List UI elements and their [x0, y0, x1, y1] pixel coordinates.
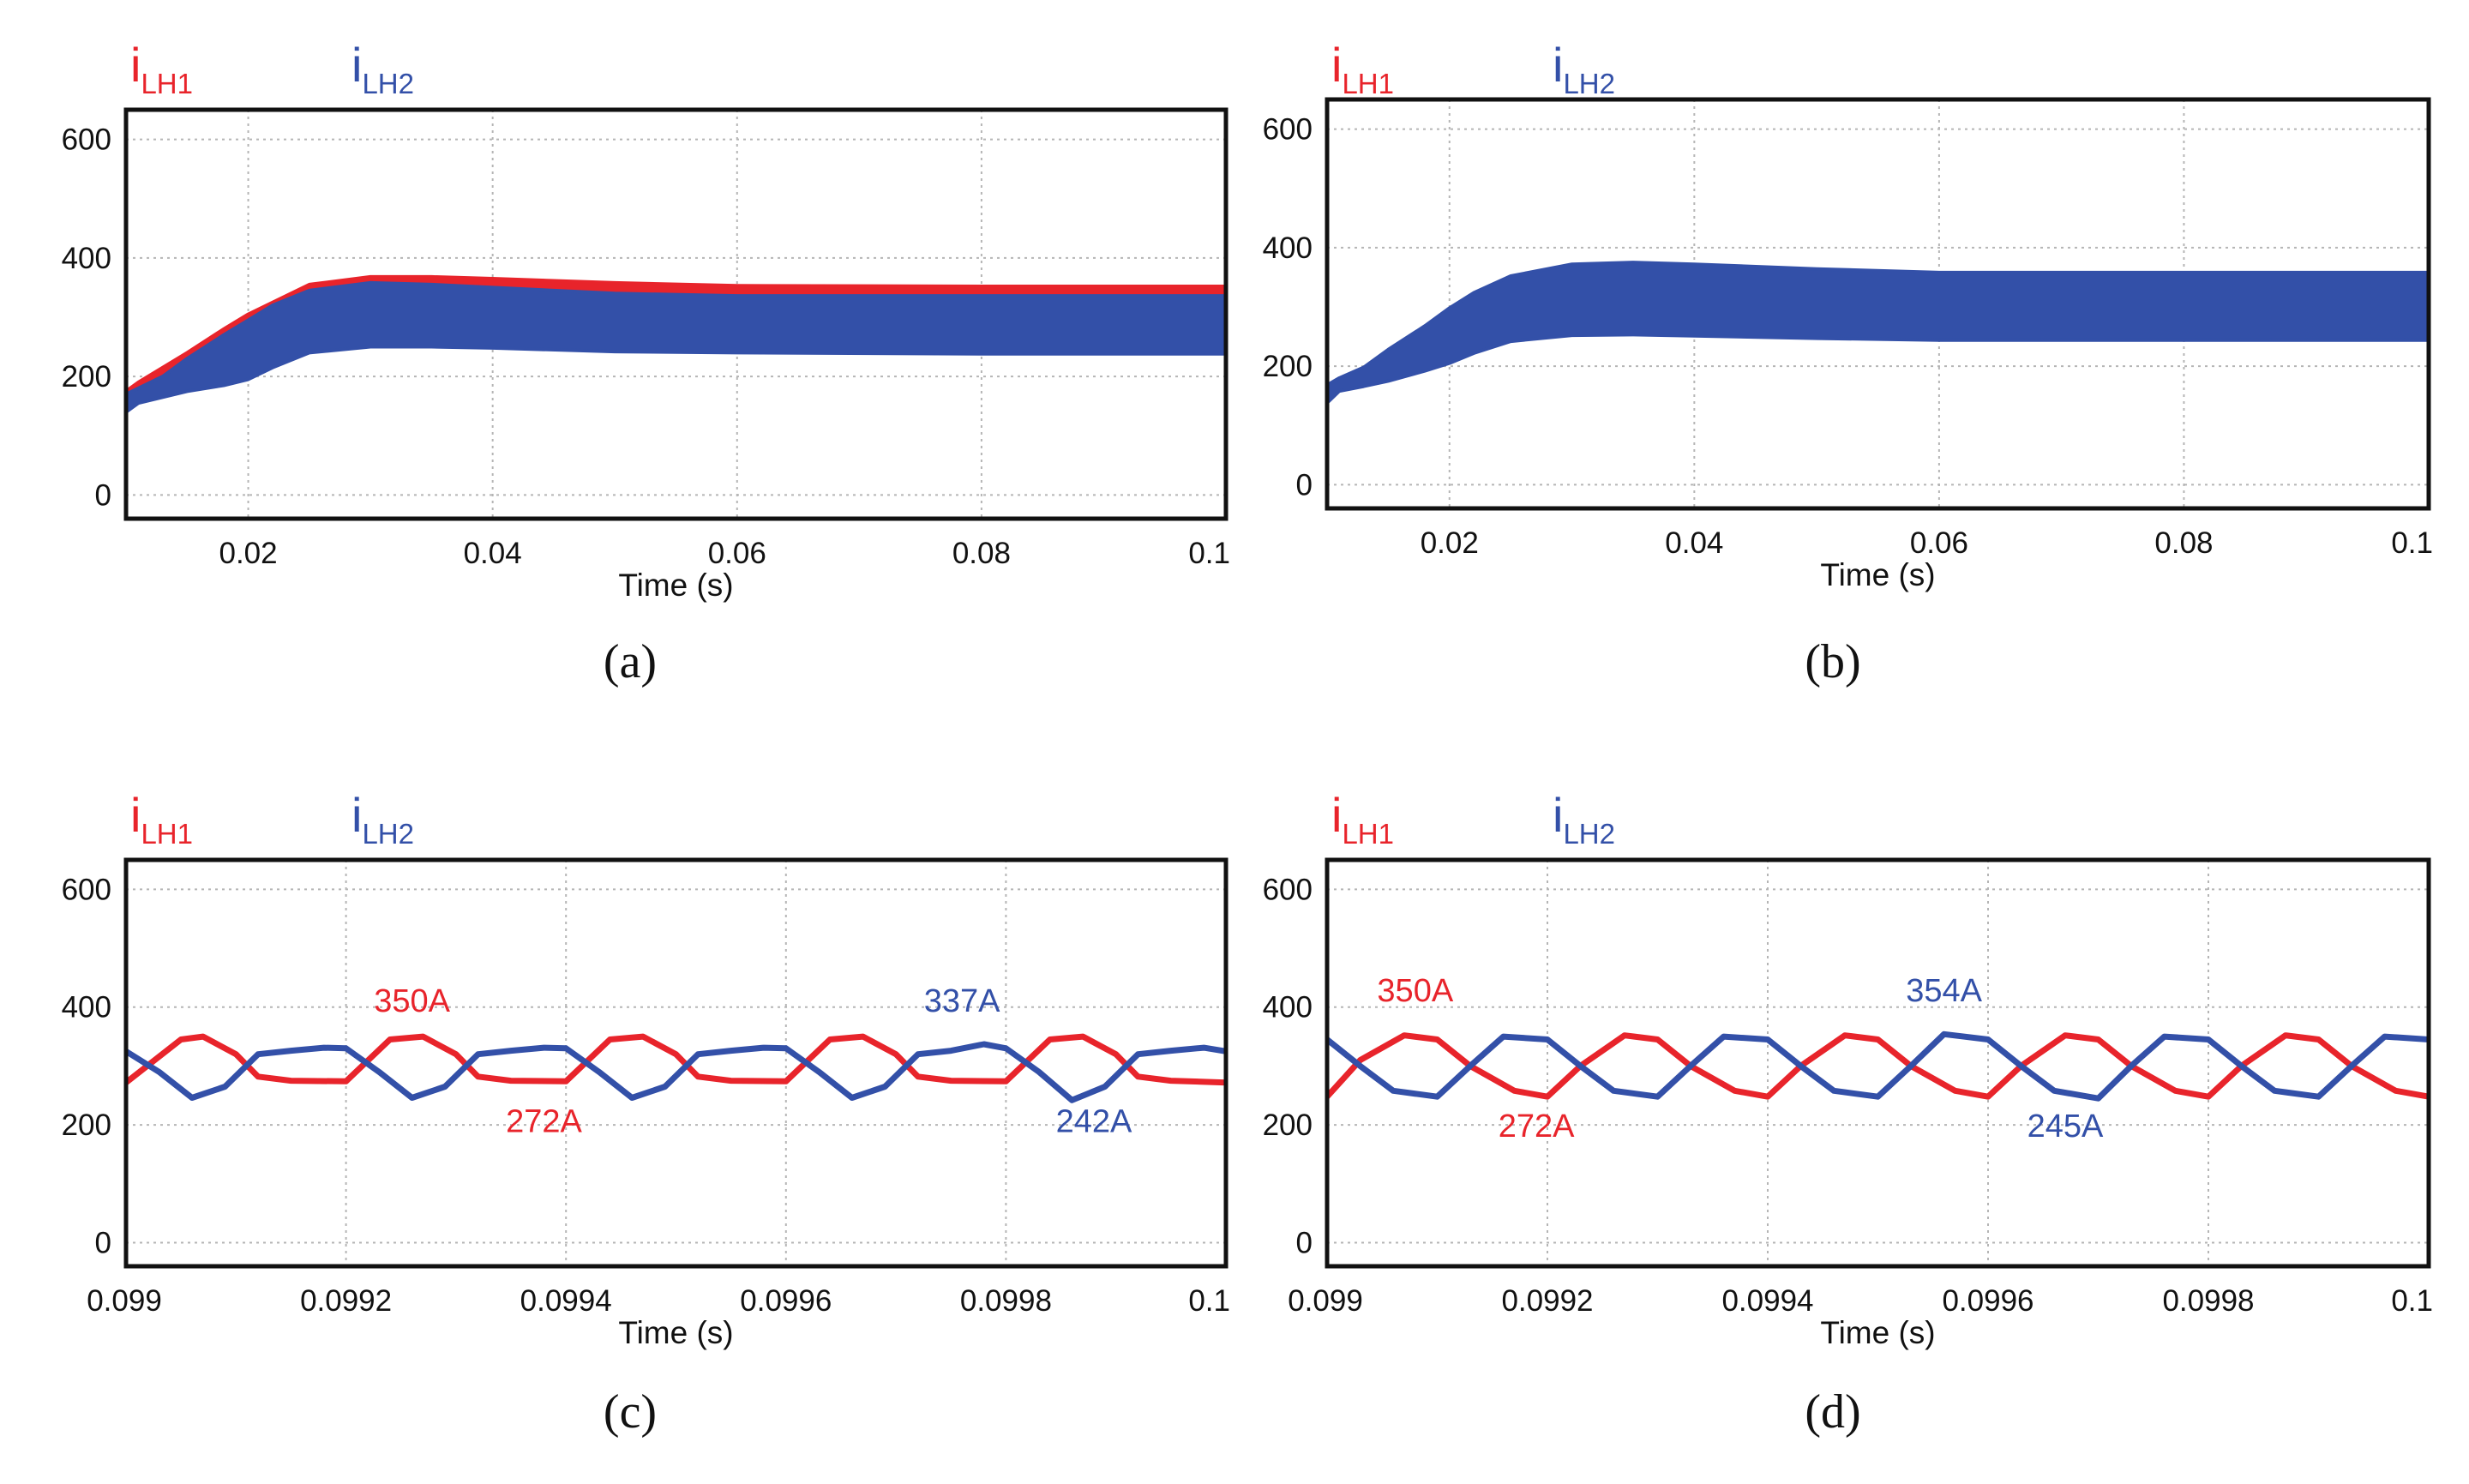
y-tick-label: 600: [1263, 873, 1313, 906]
y-tick-label: 600: [62, 873, 111, 906]
x-tick-label: 0.0992: [300, 1284, 392, 1318]
x-tick-label: 0.02: [1421, 526, 1479, 560]
x-tick-label: 0.0996: [740, 1284, 832, 1318]
y-tick-label: 200: [62, 360, 111, 394]
series-group: [126, 1033, 1226, 1103]
plot-frame: [1325, 97, 2431, 511]
chart-panel-a: 0 200 400 600 0.02 0.04 0.06 0.08 0.1 Time (s) iLH…: [62, 38, 1230, 688]
x-tick-label: 0.1: [1188, 1284, 1230, 1318]
series-group: [1327, 261, 2429, 405]
x-tick-label: 0.0994: [1721, 1284, 1813, 1318]
x-tick-label: 0.08: [2154, 526, 2213, 560]
y-tick-label: 0: [95, 1227, 111, 1260]
y-tick-label: 400: [62, 242, 111, 275]
y-tick-label: 0: [1296, 468, 1313, 502]
x-tick-label: 0.0998: [960, 1284, 1052, 1318]
plot-area: [126, 860, 1226, 1266]
x-axis-label: Time (s): [618, 568, 733, 603]
x-tick-label: 0.02: [219, 537, 277, 570]
y-tick-label: 400: [62, 991, 111, 1024]
annotation-label: 245A: [2027, 1108, 2104, 1145]
x-tick-label: 0.1: [1188, 537, 1230, 570]
series-line-ilh1: [126, 1033, 1226, 1086]
y-tick-label: 400: [1263, 991, 1313, 1024]
x-axis-label: Time (s): [1820, 557, 1935, 592]
y-tick-label: 200: [1263, 350, 1313, 383]
annotation-label: 354A: [1906, 973, 1982, 1009]
x-axis-label: Time (s): [1820, 1315, 1935, 1350]
y-tick-label: 0: [1296, 1227, 1313, 1260]
x-tick-label: 0.04: [1665, 526, 1723, 560]
y-tick-label: 200: [62, 1108, 111, 1142]
y-tick-label: 400: [1263, 231, 1313, 265]
x-tick-label: 0.099: [87, 1284, 162, 1318]
legend-entry-lh2: iLH2: [351, 788, 414, 850]
series-line-ilh2: [1327, 1030, 2429, 1102]
legend-entry-lh1: iLH1: [1331, 788, 1394, 850]
y-tick-label: 0: [95, 478, 111, 512]
x-tick-label: 0.0992: [1501, 1284, 1593, 1318]
annotation-label: 337A: [924, 983, 1000, 1019]
x-tick-label: 0.099: [1288, 1284, 1363, 1318]
series-line-ilh2: [126, 1041, 1226, 1103]
panel-caption: (b): [1805, 635, 1860, 688]
x-tick-label: 0.06: [1910, 526, 1968, 560]
series-band-ilh2: [1327, 261, 2429, 405]
annotation-label: 350A: [374, 983, 450, 1019]
annotation-label: 272A: [506, 1103, 582, 1139]
x-tick-label: 0.0998: [2162, 1284, 2254, 1318]
plot-frame: [1325, 857, 2431, 1269]
annotation-label: 272A: [1499, 1108, 1575, 1145]
x-axis-label: Time (s): [618, 1315, 733, 1350]
x-tick-label: 0.0996: [1942, 1284, 2033, 1318]
series-group: [126, 274, 1226, 414]
x-tick-label: 0.04: [464, 537, 522, 570]
legend-entry-lh1: iLH1: [130, 788, 193, 850]
legend-entry-lh2: iLH2: [1553, 788, 1615, 850]
y-tick-label: 200: [1263, 1108, 1313, 1142]
series-band-ilh2: [126, 280, 1226, 414]
chart-panel-c: 0 200 400 600 0.099 0.0992 0.0994 0.0996 0.0998 0…: [62, 788, 1230, 1439]
panel-caption: (d): [1805, 1385, 1860, 1439]
legend-entry-lh1: iLH1: [130, 38, 193, 99]
x-tick-label: 0.0994: [520, 1284, 612, 1318]
series-group: [1327, 1030, 2429, 1102]
legend-entry-lh1: iLH1: [1331, 38, 1394, 99]
legend-entry-lh2: iLH2: [351, 38, 414, 99]
chart-panel-d: 0 200 400 600 0.099 0.0992 0.0994 0.0996 0.0998 0…: [1263, 788, 2433, 1439]
chart-panel-b: 0 200 400 600 0.02 0.04 0.06 0.08 0.1 Time (s) iLH…: [1263, 38, 2433, 688]
panel-caption: (c): [604, 1385, 657, 1439]
y-tick-label: 600: [62, 123, 111, 157]
legend-entry-lh2: iLH2: [1553, 38, 1615, 99]
x-tick-label: 0.1: [2391, 1284, 2433, 1318]
panel-caption: (a): [604, 635, 657, 688]
x-tick-label: 0.06: [708, 537, 766, 570]
plot-frame: [123, 857, 1228, 1269]
plot-frame: [123, 107, 1228, 521]
plot-area: [1327, 860, 2429, 1266]
x-tick-label: 0.1: [2391, 526, 2433, 560]
annotation-label: 242A: [1056, 1103, 1132, 1139]
x-tick-label: 0.08: [952, 537, 1011, 570]
annotation-label: 350A: [1377, 973, 1453, 1009]
y-tick-label: 600: [1263, 113, 1313, 147]
